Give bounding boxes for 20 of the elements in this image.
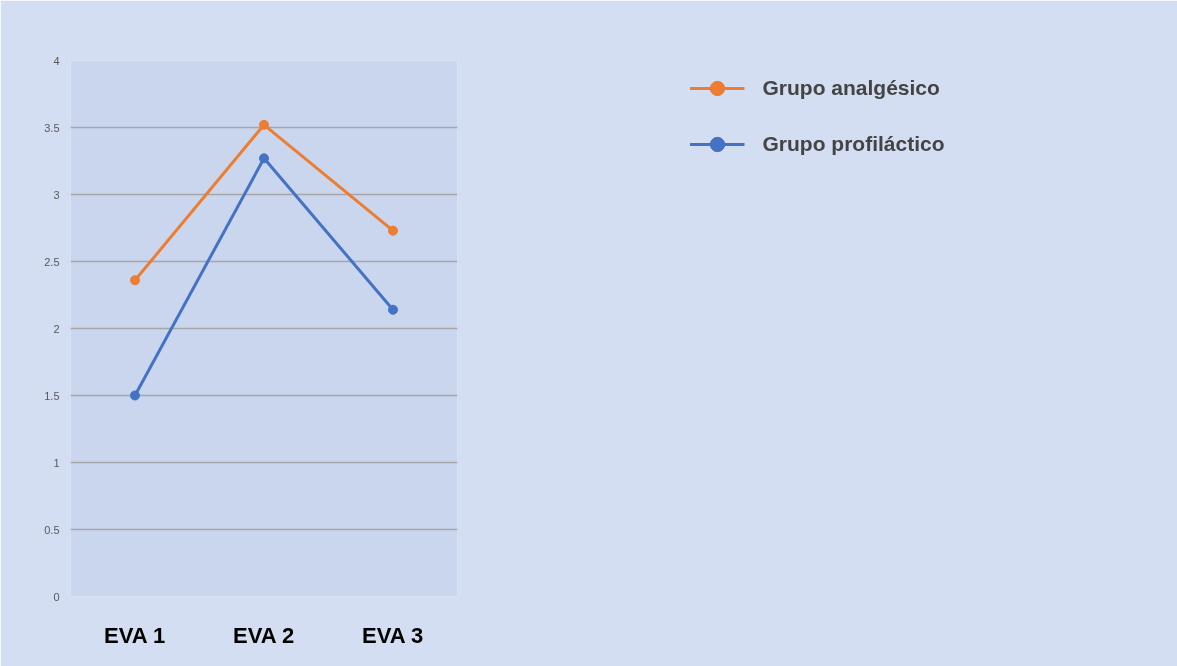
x-tick-label: EVA 1 [104, 622, 166, 648]
y-tick-label: 1.5 [44, 389, 60, 402]
y-tick-label: 3.5 [44, 121, 60, 134]
x-tick-label: EVA 3 [362, 622, 424, 648]
y-tick-label: 2.5 [44, 255, 60, 268]
point [388, 225, 398, 236]
y-tick-label: 3 [53, 188, 60, 201]
y-tick-label: 1 [53, 456, 60, 469]
x-tick-label: EVA 2 [233, 622, 295, 648]
point [259, 153, 269, 164]
point [130, 275, 140, 286]
point [130, 390, 140, 401]
y-tick-label: 4 [53, 54, 60, 67]
y-tick-label: 0 [53, 590, 60, 603]
legend-label: Grupo analgésico [762, 76, 940, 100]
y-tick-label: 0.5 [44, 523, 60, 536]
point [259, 119, 269, 130]
y-tick-label: 2 [53, 322, 60, 335]
point [388, 304, 398, 315]
legend-label: Grupo profiláctico [762, 132, 945, 156]
